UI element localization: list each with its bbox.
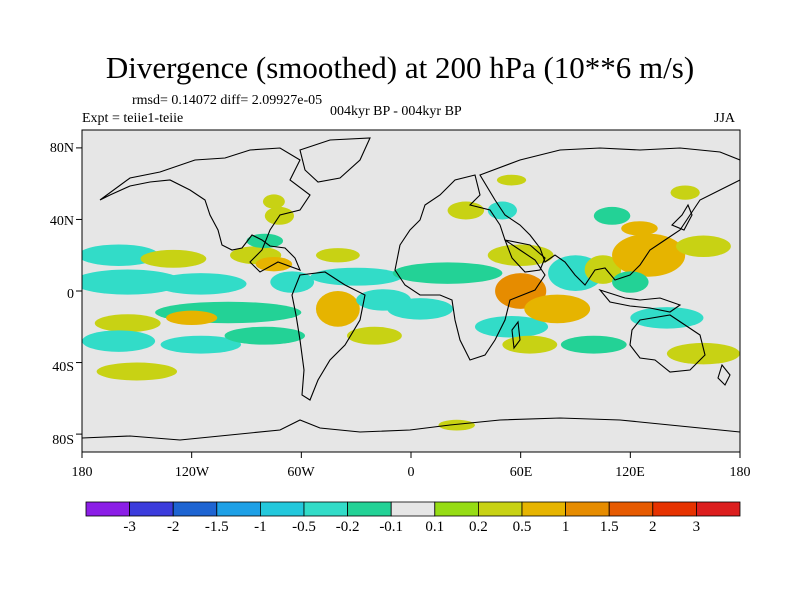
coastline-new-zealand [717,363,731,386]
divergence-region [160,335,242,354]
colorbar-swatch [303,501,348,517]
colorbar-swatch [259,501,305,517]
colorbar-label: -1 [254,519,267,535]
period-label: 004kyr BP - 004kyr BP [330,104,462,119]
divergence-region [94,314,161,333]
stats-label: rmsd= 0.14072 diff= 2.09927e-05 [132,93,323,108]
colorbar-label: -1.5 [204,519,229,535]
divergence-region [140,249,207,268]
page-title: Divergence (smoothed) at 200 hPa (10**6 … [105,50,695,85]
season-label: JJA [714,111,736,126]
colorbar-label: -2 [166,519,180,535]
colorbar-label: 0.2 [469,519,488,535]
divergence-region [347,326,402,345]
divergence-region [676,235,731,258]
lon-tick-label: 180 [729,465,751,480]
colorbar-swatch [565,501,610,517]
lat-tick-label: 0 [67,287,74,302]
colorbar-swatch [172,501,218,517]
divergence-region [310,267,402,286]
coastline-asia [479,147,740,286]
colorbar-swatch [434,501,479,517]
coastline-europe-africa [394,174,546,361]
lon-tick-label: 60W [287,465,315,480]
coastline-japan [671,203,693,231]
coastline-arabia [504,239,546,273]
divergence-region [612,233,686,277]
divergence-region [315,291,360,327]
divergence-region [438,419,475,431]
divergence-region [392,262,503,284]
divergence-region [666,342,740,365]
coastline-north-america [99,147,311,273]
colorbar-swatch [390,501,436,517]
lon-tick-label: 0 [407,465,415,480]
divergence-region [524,294,591,324]
colorbar-swatch [652,501,697,517]
divergence-region [502,335,558,354]
colorbar-swatch [608,501,654,517]
colorbar-label: 0.1 [425,519,445,535]
colorbar-swatch [696,501,741,517]
colorbar-swatch [347,501,392,517]
experiment-label: Expt = teiie1-teiie [82,111,184,126]
colorbar-label: -0.1 [379,519,404,535]
divergence-region [166,310,218,325]
colorbar-label: 1 [561,519,570,535]
colorbar-label: 1.5 [599,519,619,535]
divergence-region [560,335,627,354]
lat-tick-label: 40N [49,214,74,229]
divergence-region [487,244,554,266]
divergence-region [612,271,649,293]
lon-tick-label: 120E [615,465,645,480]
colorbar-swatch [216,501,261,517]
divergence-region [474,316,549,338]
colorbar-label: -0.5 [292,519,316,535]
colorbar-label: 2 [649,519,657,535]
colorbar-swatch [477,501,523,517]
divergence-region [670,185,700,200]
lat-tick-label: 80N [49,141,74,156]
lon-tick-label: 180 [71,465,93,480]
divergence-region [82,330,156,352]
lat-tick-label: 80S [52,433,74,448]
axis-ticks [76,147,741,458]
coastline-antarctica [82,417,740,441]
colorbar-label: -0.2 [335,519,360,535]
divergence-region [496,174,527,186]
colorbar-label: 3 [692,519,701,535]
divergence-region [82,269,183,295]
coastline-south-america [291,271,366,401]
divergence-region [387,298,454,320]
divergence-region [82,244,159,266]
divergence-region [593,206,631,225]
coastline-madagascar [511,320,521,350]
divergence-region [155,273,247,295]
divergence-region [315,248,360,263]
lat-tick-label: 40S [52,360,74,375]
divergence-region [262,194,285,209]
shaded-regions [82,174,740,431]
coastline-indonesia [598,288,682,313]
divergence-region [270,271,315,293]
divergence-region [96,362,178,381]
colorbar-label: 0.5 [512,519,532,535]
divergence-region [630,307,704,329]
colorbar-label: -3 [123,519,136,535]
colorbar-swatch [85,501,130,517]
colorbar-swatch [521,501,566,517]
colorbar [85,501,741,517]
colorbar-swatch [129,501,174,517]
lon-tick-label: 60E [509,465,533,480]
lon-tick-label: 120W [174,465,210,480]
coastline-greenland [299,137,371,183]
coastline-australia [629,314,706,373]
divergence-region [621,221,658,236]
divergence-region [447,201,485,220]
divergence-region [224,326,305,345]
coastlines [82,137,740,441]
